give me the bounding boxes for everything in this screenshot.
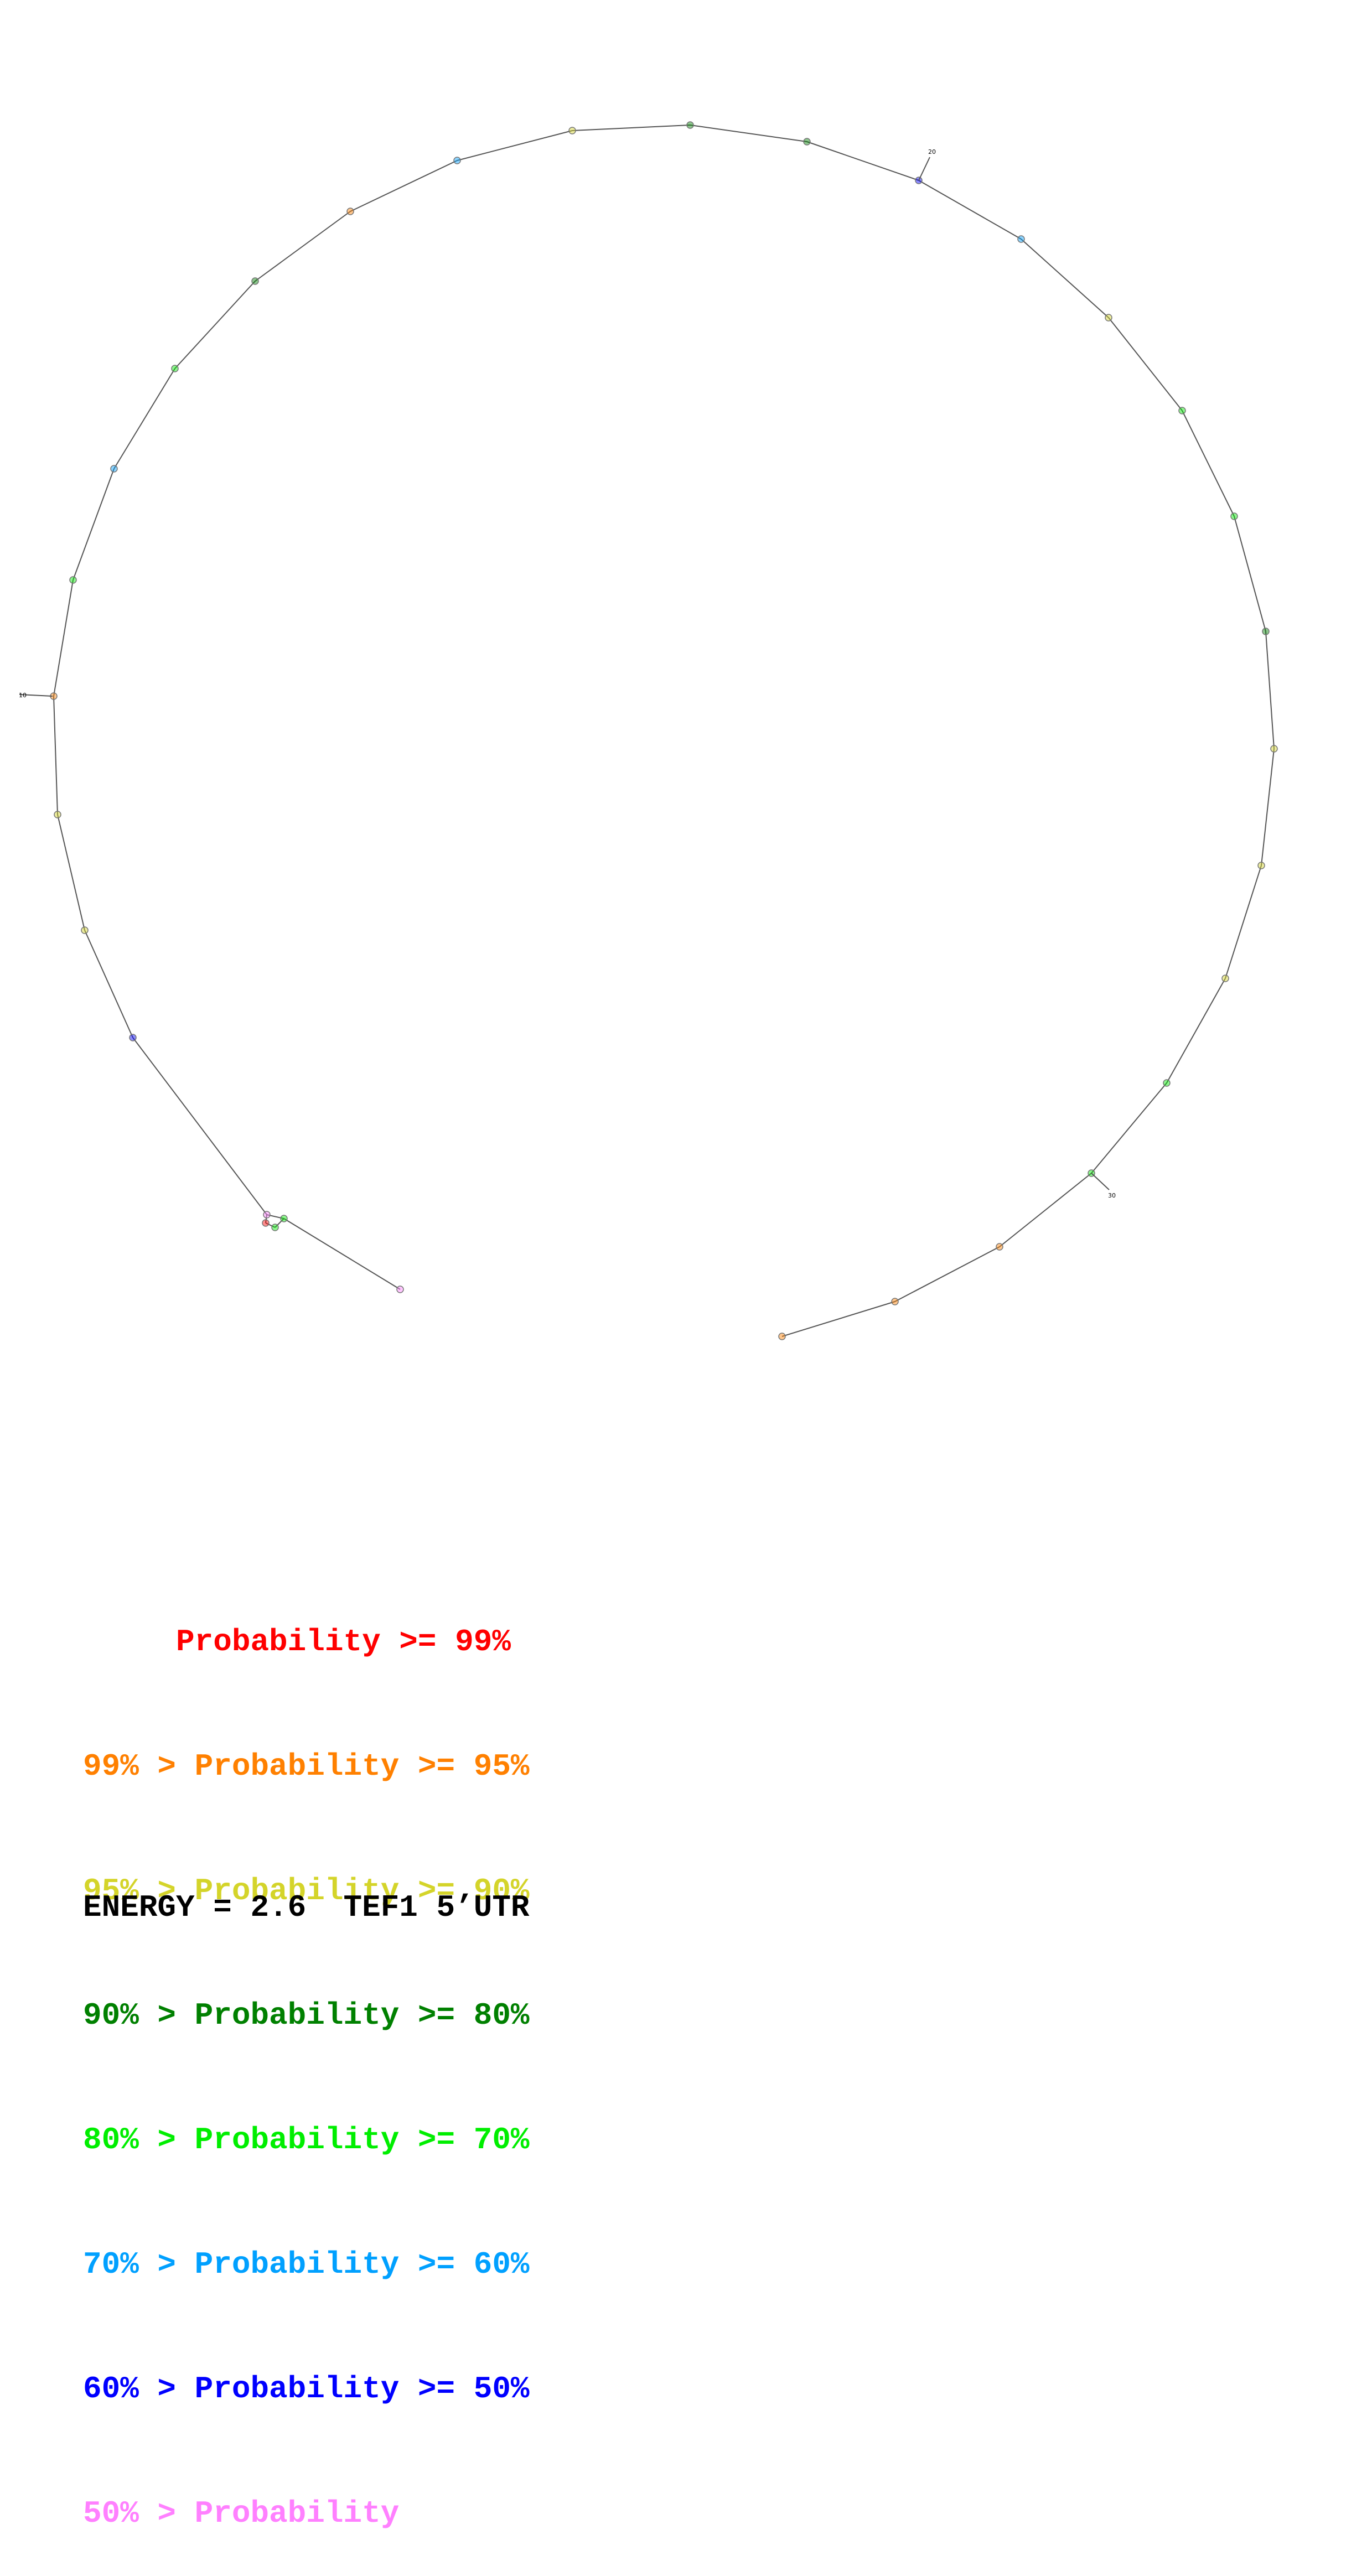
nucleotide bbox=[171, 365, 179, 372]
backbone-segment bbox=[806, 141, 919, 181]
legend-row-below-50: 50% > Probability bbox=[83, 2496, 400, 2531]
backbone-segment bbox=[781, 1301, 895, 1337]
position-label-20: 20 bbox=[928, 148, 936, 156]
legend-row-99: Probability >= 99% bbox=[83, 1624, 511, 1660]
nucleotide bbox=[263, 1211, 271, 1219]
backbone-segment bbox=[132, 1037, 267, 1215]
nucleotide bbox=[346, 208, 354, 215]
nucleotide bbox=[129, 1034, 137, 1041]
nucleotide bbox=[1178, 407, 1186, 414]
legend-row-60: 70% > Probability >= 60% bbox=[83, 2247, 530, 2282]
probability-legend: Probability >= 99% 99% > Probability >= … bbox=[83, 1538, 530, 2576]
nucleotide bbox=[453, 157, 461, 164]
backbone-segment bbox=[1234, 516, 1266, 632]
backbone-segment bbox=[690, 125, 807, 142]
backbone-segment bbox=[275, 1218, 284, 1228]
nucleotide bbox=[251, 277, 259, 285]
nucleotide bbox=[996, 1243, 1003, 1251]
nucleotide bbox=[778, 1333, 786, 1340]
backbone-segment bbox=[57, 814, 85, 931]
nucleotide bbox=[686, 121, 694, 129]
backbone-segment bbox=[894, 1246, 1000, 1302]
backbone-segment bbox=[53, 696, 58, 815]
nucleotide bbox=[803, 138, 811, 146]
legend-row-90: 95% > Probability >= 90% bbox=[83, 1873, 530, 1909]
position-label-30: 30 bbox=[1108, 1192, 1116, 1199]
backbone bbox=[53, 125, 1275, 1337]
nucleotides bbox=[50, 121, 1278, 1340]
backbone-segment bbox=[265, 1222, 276, 1228]
backbone-segment bbox=[918, 180, 1022, 240]
nucleotide bbox=[81, 926, 89, 934]
position-label-10: 10 bbox=[19, 692, 27, 699]
backbone-segment bbox=[572, 125, 691, 131]
legend-row-70: 80% > Probability >= 70% bbox=[83, 2122, 530, 2158]
backbone-segment bbox=[1166, 978, 1226, 1084]
backbone-segment bbox=[1225, 865, 1262, 979]
backbone-segment bbox=[84, 930, 133, 1038]
legend-row-80: 90% > Probability >= 80% bbox=[83, 1998, 530, 2033]
nucleotide bbox=[568, 127, 576, 134]
backbone-segment bbox=[1091, 1082, 1167, 1174]
nucleotide bbox=[1257, 862, 1265, 869]
backbone-segment bbox=[265, 1214, 267, 1224]
backbone-segment bbox=[113, 368, 175, 469]
backbone-segment bbox=[73, 468, 115, 580]
nucleotide bbox=[262, 1219, 270, 1227]
position-labels: 10 20 30 bbox=[19, 148, 1116, 1199]
nucleotide bbox=[1221, 975, 1229, 982]
backbone-segment bbox=[174, 281, 256, 369]
nucleotide bbox=[1262, 628, 1270, 635]
nucleotide bbox=[1105, 314, 1112, 322]
legend-row-50: 60% > Probability >= 50% bbox=[83, 2371, 530, 2407]
backbone-segment bbox=[1261, 748, 1275, 866]
nucleotide bbox=[271, 1224, 279, 1231]
energy-label: ENERGY = 2.6 TEF1 5’UTR bbox=[83, 1890, 530, 1925]
backbone-segment bbox=[1265, 631, 1275, 749]
backbone-segment bbox=[1108, 317, 1183, 411]
nucleotide bbox=[396, 1286, 404, 1293]
nucleotide bbox=[1163, 1079, 1171, 1087]
backbone-segment bbox=[457, 130, 573, 161]
nucleotide bbox=[110, 465, 118, 473]
nucleotide bbox=[1017, 235, 1025, 243]
nucleotide bbox=[69, 576, 77, 584]
nucleotide bbox=[1230, 512, 1238, 520]
backbone-segment bbox=[53, 579, 74, 697]
nucleotide bbox=[891, 1298, 899, 1305]
rna-structure-diagram: 10 20 30 bbox=[19, 121, 1278, 1340]
backbone-segment bbox=[1021, 239, 1109, 318]
backbone-segment bbox=[255, 211, 351, 282]
nucleotide bbox=[280, 1215, 288, 1222]
backbone-segment bbox=[1182, 410, 1235, 517]
nucleotide bbox=[1270, 745, 1278, 753]
backbone-segment bbox=[283, 1218, 401, 1290]
backbone-segment bbox=[999, 1173, 1092, 1247]
nucleotide bbox=[54, 811, 61, 818]
backbone-segment bbox=[350, 160, 458, 212]
legend-row-95: 99% > Probability >= 95% bbox=[83, 1749, 530, 1784]
